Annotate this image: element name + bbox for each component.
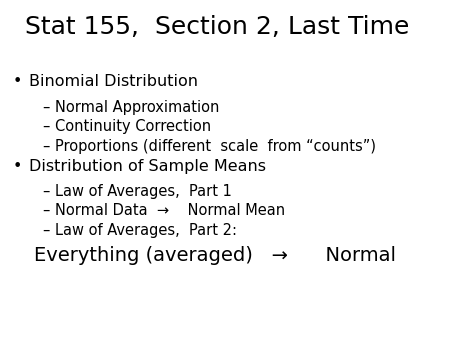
Text: Stat 155,  Section 2, Last Time: Stat 155, Section 2, Last Time <box>25 15 409 39</box>
Text: Everything (averaged)   →      Normal: Everything (averaged) → Normal <box>34 246 396 265</box>
Text: Binomial Distribution: Binomial Distribution <box>29 74 198 89</box>
Text: •: • <box>13 159 22 173</box>
Text: – Law of Averages,  Part 2:: – Law of Averages, Part 2: <box>43 223 237 238</box>
Text: •: • <box>13 74 22 89</box>
Text: – Law of Averages,  Part 1: – Law of Averages, Part 1 <box>43 184 232 199</box>
Text: – Proportions (different  scale  from “counts”): – Proportions (different scale from “cou… <box>43 139 376 154</box>
Text: – Normal Approximation: – Normal Approximation <box>43 100 219 115</box>
Text: – Normal Data  →    Normal Mean: – Normal Data → Normal Mean <box>43 203 285 218</box>
Text: – Continuity Correction: – Continuity Correction <box>43 119 211 134</box>
Text: Distribution of Sample Means: Distribution of Sample Means <box>29 159 266 173</box>
